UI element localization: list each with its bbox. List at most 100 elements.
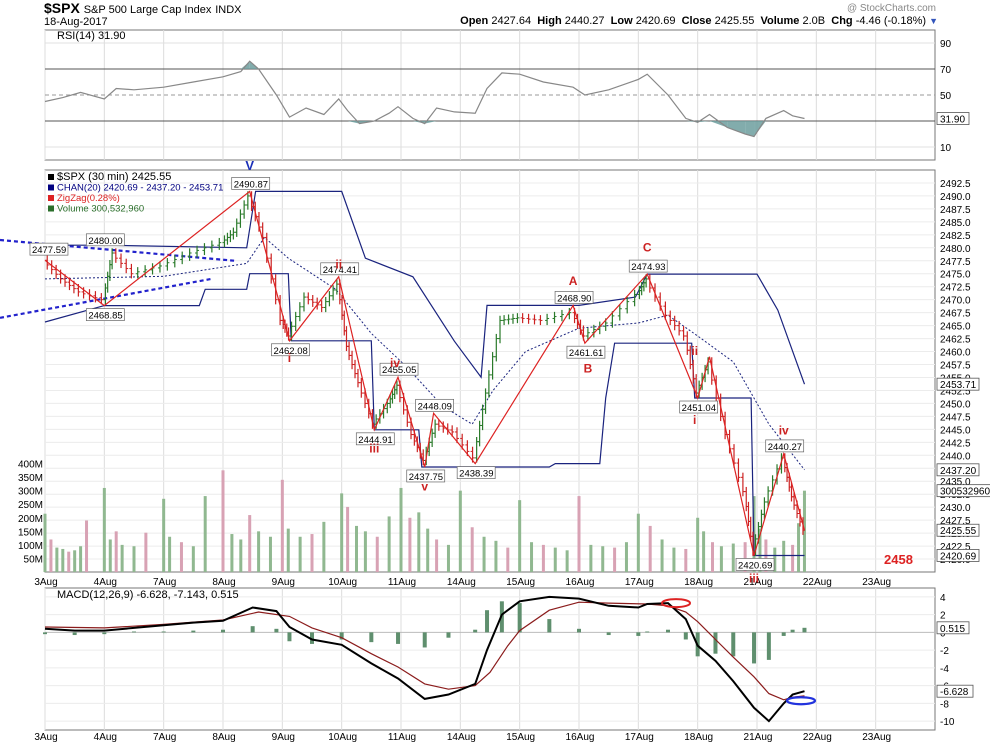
volume-bar	[257, 531, 261, 572]
volume-bar	[340, 493, 344, 572]
macd-label: MACD(12,26,9) -6.628, -7.143, 0.515	[57, 589, 239, 601]
rsi-line	[44, 60, 805, 138]
volume-bar	[132, 546, 136, 572]
pivot-price-label: 2420.69	[738, 560, 772, 571]
wave-label: A	[569, 274, 578, 288]
x-tick-label: 15Aug	[506, 577, 535, 588]
wave-label: v	[421, 480, 428, 494]
volume-bar	[387, 516, 391, 572]
tag-chan-mid: 2437.20	[940, 466, 977, 477]
macd-histogram-bar	[310, 632, 314, 644]
macd-histogram-bar	[645, 631, 650, 633]
volume-bar	[731, 543, 735, 572]
volume-bar	[791, 544, 795, 572]
x-tick-label: 23Aug	[862, 577, 891, 588]
x-tick-label: 7Aug	[153, 577, 176, 588]
price-tick-label: 2465.0	[940, 322, 971, 333]
volume-bar	[719, 546, 723, 572]
volume-bar	[458, 490, 462, 572]
legend-swatch	[48, 184, 54, 191]
tag-macd-hist: 0.515	[940, 624, 965, 635]
wave-label: B	[584, 361, 593, 375]
x-tick-label: 18Aug	[684, 577, 713, 588]
price-label-box	[554, 291, 594, 304]
volume-bar	[73, 550, 77, 572]
rsi-oversold-fill	[709, 121, 728, 128]
volume-bar	[355, 525, 358, 572]
volume-bar	[446, 544, 450, 572]
price-tick-label: 2422.5	[940, 542, 971, 553]
volume-bar	[67, 551, 71, 572]
macd-signal-line	[44, 601, 805, 701]
price-label-box	[566, 345, 606, 359]
legend-entry: ZigZag(0.28%)	[57, 193, 120, 204]
wave-label: iv	[779, 424, 789, 438]
volume-bar	[221, 470, 225, 572]
pivot-price-label: 2468.85	[88, 311, 122, 322]
x-tick-label-bottom: 8Aug	[212, 732, 235, 743]
volume-bar	[168, 536, 172, 572]
macd-histogram-bar	[731, 632, 736, 657]
rsi-tick-label: 70	[940, 65, 952, 76]
x-tick-label-bottom: 22Aug	[803, 732, 832, 743]
annotation-2458: 2458	[884, 552, 913, 567]
tag-chan-mid-box	[936, 463, 980, 477]
price-tick-label: 2440.0	[940, 451, 971, 462]
macd-histogram-bar	[683, 632, 688, 640]
macd-histogram-bar	[274, 628, 279, 633]
rsi-tick-label: 10	[940, 143, 952, 154]
volume-bar	[711, 542, 714, 572]
rsi-oversold-fill	[727, 121, 746, 134]
volume-bar	[61, 548, 65, 572]
x-tick-label-bottom: 10Aug	[328, 732, 357, 743]
volume-bar	[636, 513, 640, 572]
macd-histogram-bar	[422, 632, 427, 648]
volume-bar	[518, 500, 522, 572]
volume-tick-label: 250M	[18, 500, 43, 511]
x-tick-label-bottom: 23Aug	[862, 732, 891, 743]
volume-bar	[530, 542, 534, 572]
volume-tick-label: 200M	[18, 514, 43, 525]
pivot-price-label: 2440.27	[768, 442, 802, 453]
price-tick-label: 2427.5	[940, 516, 971, 527]
volume-bar	[648, 525, 652, 572]
volume-bar	[298, 536, 302, 572]
high-value: 2440.27	[564, 15, 605, 27]
price-label-box	[628, 259, 668, 273]
x-tick-label-bottom: 4Aug	[94, 732, 117, 743]
volume-bar	[346, 506, 350, 572]
tag-chan-lower: 2420.69	[940, 551, 977, 562]
x-tick-label: 3Aug	[34, 577, 57, 588]
legend-swatch	[48, 174, 54, 180]
low-value: 2420.69	[635, 15, 676, 27]
macd-histogram-bar	[473, 629, 478, 633]
volume-tick-label: 400M	[18, 460, 43, 471]
macd-histogram-bar	[43, 632, 47, 635]
volume-bar	[470, 527, 474, 572]
price-label-box	[29, 242, 69, 256]
volume-tick-label: 100M	[18, 541, 43, 552]
macd-histogram-bar	[485, 610, 490, 633]
rsi-oversold-fill	[697, 121, 710, 123]
price-label-box	[456, 466, 496, 479]
chevron-down-icon[interactable]: ▼	[929, 16, 938, 26]
rsi-oversold-fill	[424, 121, 437, 124]
wave-label: C	[643, 240, 652, 254]
price-label-box	[415, 398, 454, 412]
macd-panel-frame	[44, 587, 936, 731]
volume-bar	[773, 547, 777, 572]
macd-tick-label: -10	[940, 717, 955, 728]
change-value: -4.46 (-0.18%)	[855, 15, 927, 27]
macd-histogram-bar	[369, 632, 374, 643]
macd-histogram-bar	[802, 627, 807, 633]
volume-bar	[239, 539, 243, 572]
price-label-box	[765, 439, 805, 453]
price-tick-label: 2485.0	[940, 218, 971, 229]
x-tick-label: 16Aug	[566, 577, 595, 588]
volume-bar	[310, 534, 314, 572]
macd-tick-label: -4	[940, 664, 949, 675]
pivot-price-label: 2480.00	[88, 236, 122, 247]
x-tick-label: 10Aug	[328, 577, 357, 588]
x-tick-label-bottom: 15Aug	[506, 732, 535, 743]
macd-histogram-bar	[752, 632, 757, 664]
